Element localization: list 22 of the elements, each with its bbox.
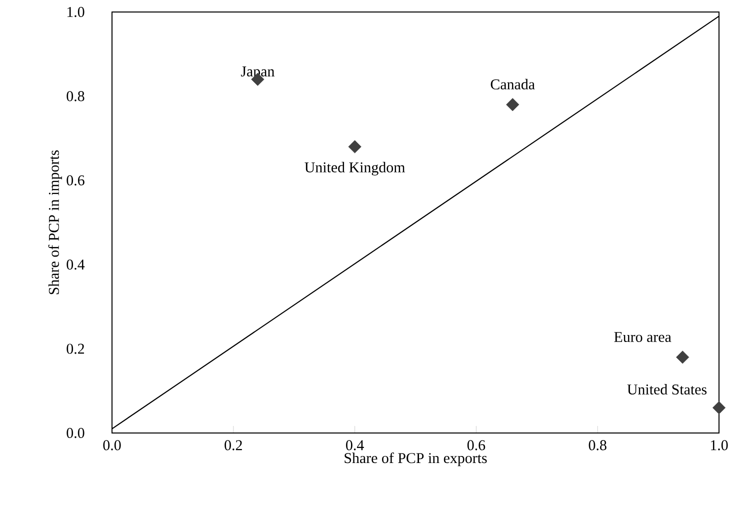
annotation: Canada xyxy=(490,78,535,90)
x-tick-label: 1.0 xyxy=(710,440,728,450)
y-tick-label: 0.8 xyxy=(66,91,84,102)
point xyxy=(506,98,520,112)
annotation: United States xyxy=(627,384,707,395)
x-tick-label: 0.0 xyxy=(103,440,121,450)
y-axis-title: Share of PCP in imports xyxy=(48,150,62,294)
x-tick-label: 0.2 xyxy=(224,440,242,450)
y-tick-label: 1.0 xyxy=(67,6,84,18)
y-tick-label: 0.4 xyxy=(66,260,85,270)
x-tick-label: 0.4 xyxy=(346,440,364,450)
y-tick-label: 0.0 xyxy=(66,428,84,438)
point xyxy=(676,350,690,364)
x-tick-label: 0.6 xyxy=(467,440,486,450)
annotation: Euro area xyxy=(614,332,672,342)
point xyxy=(348,140,362,154)
y-tick-label: 0.6 xyxy=(66,175,84,186)
x-tick-label: 0.8 xyxy=(588,440,606,450)
y-tick-label: 0.2 xyxy=(66,344,84,354)
point xyxy=(712,401,726,414)
x-axis-title: Share of PCP in exports xyxy=(344,452,487,466)
annotation: United Kingdom xyxy=(304,162,406,176)
